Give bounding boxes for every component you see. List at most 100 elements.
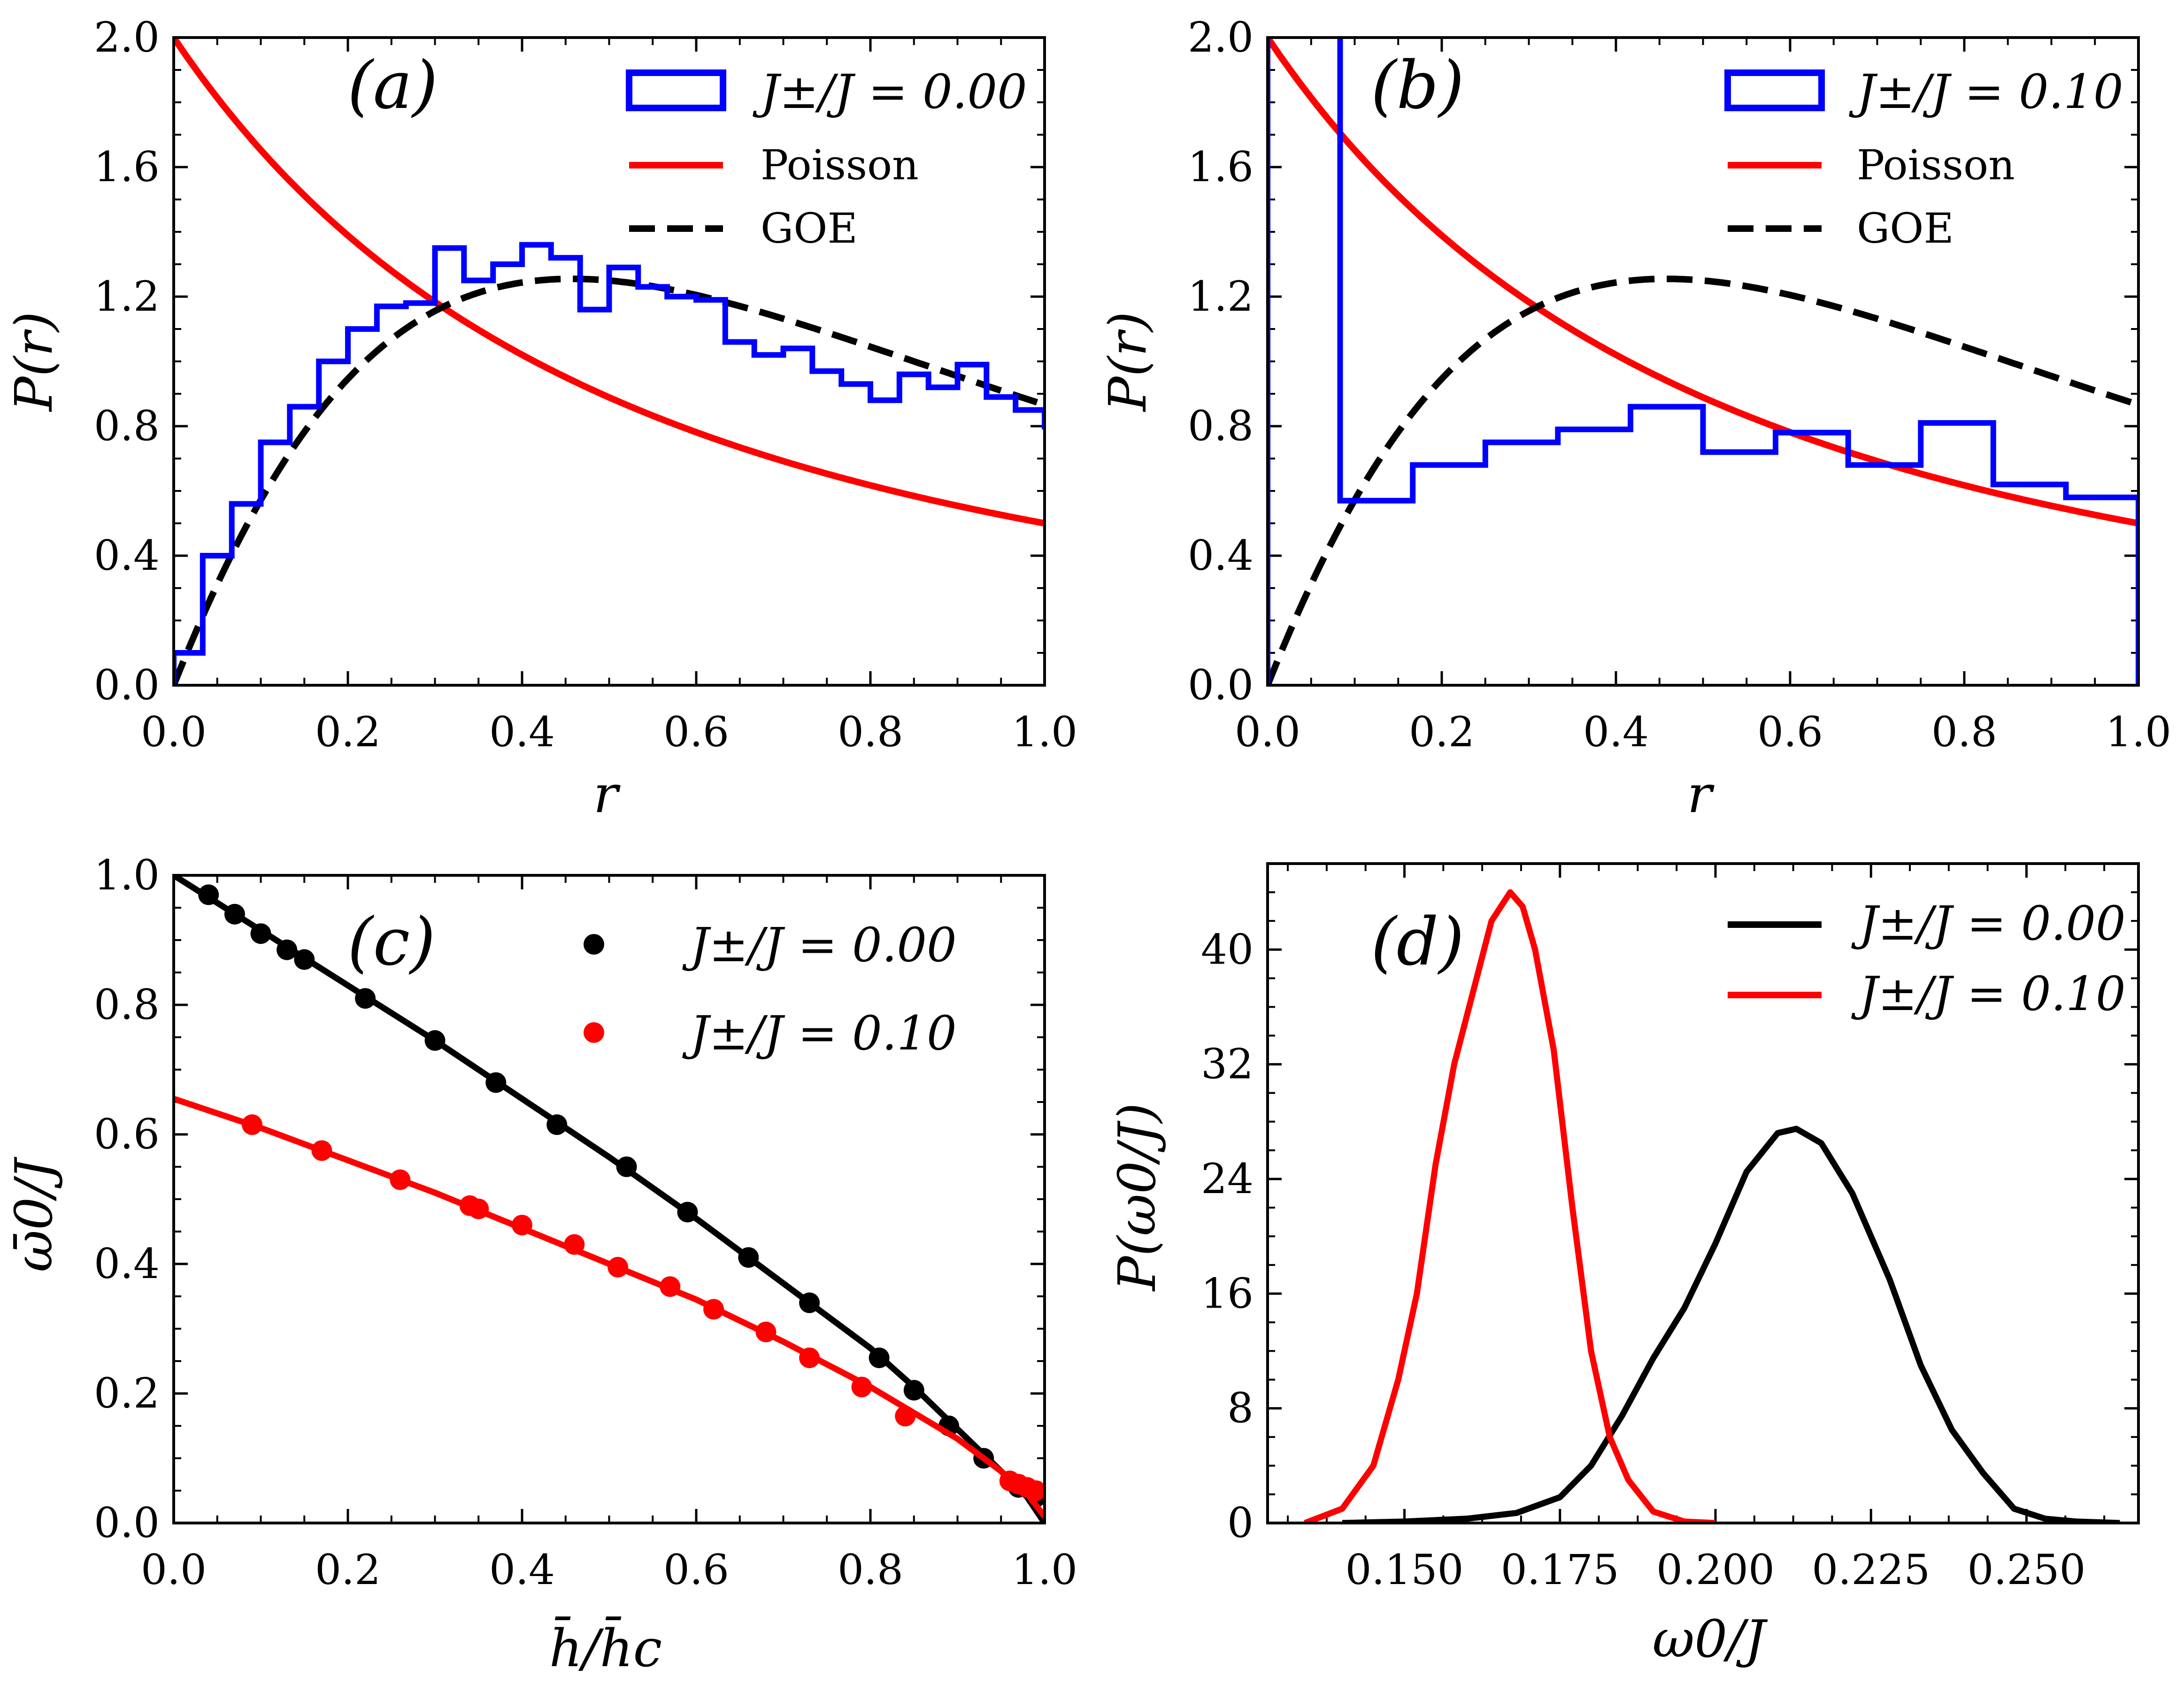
panel-c-label: (c): [347, 904, 436, 980]
x-tick-label: 0.6: [1757, 708, 1823, 756]
legend-hist-swatch: [1724, 69, 1825, 111]
y-tick-label: 0.8: [94, 402, 160, 450]
y-tick-label: 0.0: [1188, 661, 1253, 709]
data-point: [660, 1276, 681, 1297]
plot-area: [174, 875, 1045, 1523]
y-tick-label: 0.8: [94, 980, 160, 1029]
y-tick-label: 8: [1227, 1384, 1253, 1432]
x-tick-label: 1.0: [1012, 1546, 1077, 1594]
data-point: [799, 1292, 820, 1313]
data-point: [869, 1347, 890, 1369]
x-tick-label: 0.225: [1812, 1546, 1930, 1594]
x-tick-label: 0.175: [1501, 1546, 1619, 1594]
histogram-bars: [174, 242, 1045, 685]
legend-entry-goe: GOE: [1857, 204, 1954, 253]
x-tick-label: 0.6: [663, 708, 729, 756]
legend-entry-goe: GOE: [761, 204, 858, 253]
panel-c-legend: J±/J = 0.00 J±/J = 0.10: [584, 918, 957, 1061]
y-tick-label: 0.0: [94, 661, 160, 709]
y-tick-label: 0.8: [1188, 402, 1253, 450]
panel-b-legend: J±/J = 0.10 Poisson GOE: [1724, 64, 2123, 253]
y-tick-label: 0.4: [94, 531, 160, 580]
x-tick-label: 0.0: [1235, 708, 1300, 756]
panel-d-legend: J±/J = 0.00 J±/J = 0.10: [1728, 896, 2126, 1021]
x-tick-label: 0.250: [1968, 1546, 2086, 1594]
data-point: [895, 1406, 916, 1427]
y-tick-label: 0.4: [1188, 531, 1253, 580]
y-tick-label: 0.6: [94, 1110, 160, 1158]
poisson-curve: [174, 38, 1045, 527]
panel-c: 0.0 0.2 0.4 0.6 0.8 1.0 0.0 0.2 0.4 0.6 0.8 1.0 (c)…: [4, 851, 1077, 1678]
data-point: [250, 923, 271, 944]
data-point: [703, 1299, 724, 1320]
y-tick-label: 1.0: [94, 851, 160, 899]
data-point: [799, 1347, 820, 1369]
panel-b-xlabel: r: [1687, 764, 1715, 824]
data-point: [277, 939, 298, 960]
x-tick-label: 0.4: [489, 708, 555, 756]
panel-c-xlabel: h̄/h̄c: [549, 1616, 662, 1678]
legend-entry-hist: J±/J = 0.10: [1849, 64, 2123, 119]
panel-a-xlabel: r: [593, 764, 621, 824]
data-point: [355, 988, 376, 1009]
x-tick-label: 0.4: [489, 1546, 555, 1594]
data-point: [242, 1114, 262, 1135]
poisson-curve: [1268, 38, 2138, 527]
x-tick-label: 0.2: [315, 708, 381, 756]
y-tick-label: 2.0: [94, 13, 160, 61]
plot-area: [174, 38, 1045, 685]
data-point: [468, 1198, 489, 1219]
legend-marker-black: [584, 934, 604, 955]
y-tick-label: 1.2: [94, 272, 160, 321]
data-point: [485, 1072, 507, 1093]
data-point: [755, 1321, 777, 1342]
y-tick-label: 1.2: [1188, 272, 1253, 321]
panel-c-frame: [172, 874, 1046, 1524]
series-line: [174, 1095, 1045, 1519]
x-tick-label: 0.8: [838, 1546, 903, 1594]
data-point: [512, 1215, 532, 1236]
legend-hist-swatch: [626, 69, 726, 111]
panel-d-xlabel: ω0/J: [1653, 1609, 1769, 1669]
panel-a-legend: J±/J = 0.00 Poisson GOE: [626, 64, 1027, 253]
x-tick-label: 1.0: [1012, 708, 1077, 756]
data-point: [608, 1256, 629, 1278]
data-point: [1025, 1480, 1045, 1501]
legend-entry-j0: J±/J = 0.00: [682, 918, 957, 972]
x-tick-label: 0.150: [1346, 1546, 1464, 1594]
legend-entry-j01: J±/J = 0.10: [682, 1006, 957, 1061]
legend-entry-j01: J±/J = 0.10: [1851, 966, 2126, 1021]
panel-a-ylabel: P(r): [4, 312, 64, 412]
data-point: [903, 1380, 924, 1401]
panel-d-frame: [1266, 862, 2140, 1524]
panel-a-label: (a): [347, 47, 438, 124]
data-point: [424, 1030, 446, 1051]
data-point: [546, 1114, 568, 1135]
panel-b-ylabel: P(r): [1098, 312, 1158, 412]
legend-entry-poisson: Poisson: [761, 141, 919, 189]
x-tick-label: 0.4: [1583, 708, 1649, 756]
y-tick-label: 24: [1201, 1155, 1253, 1203]
x-tick-label: 0.2: [315, 1546, 381, 1594]
plot-area: [1268, 38, 2138, 685]
legend-entry-j0: J±/J = 0.00: [1851, 896, 2126, 951]
y-tick-label: 32: [1201, 1040, 1253, 1088]
x-tick-label: 0.8: [838, 708, 903, 756]
x-tick-label: 0.200: [1656, 1546, 1775, 1594]
y-tick-label: 0.2: [94, 1369, 160, 1417]
y-tick-label: 1.6: [94, 143, 160, 191]
data-point: [851, 1377, 872, 1398]
series-line: [1342, 1125, 2120, 1523]
data-point: [564, 1234, 585, 1255]
x-tick-label: 0.0: [141, 708, 207, 756]
goe-curve: [1268, 276, 2138, 685]
data-point: [224, 903, 245, 925]
data-point: [294, 949, 315, 970]
data-point: [738, 1247, 759, 1268]
data-point: [198, 884, 219, 905]
data-point: [677, 1202, 698, 1223]
panel-d-ylabel: P(ω0/J): [1107, 1103, 1167, 1292]
y-tick-label: 40: [1201, 925, 1253, 973]
x-tick-label: 1.0: [2106, 708, 2171, 756]
